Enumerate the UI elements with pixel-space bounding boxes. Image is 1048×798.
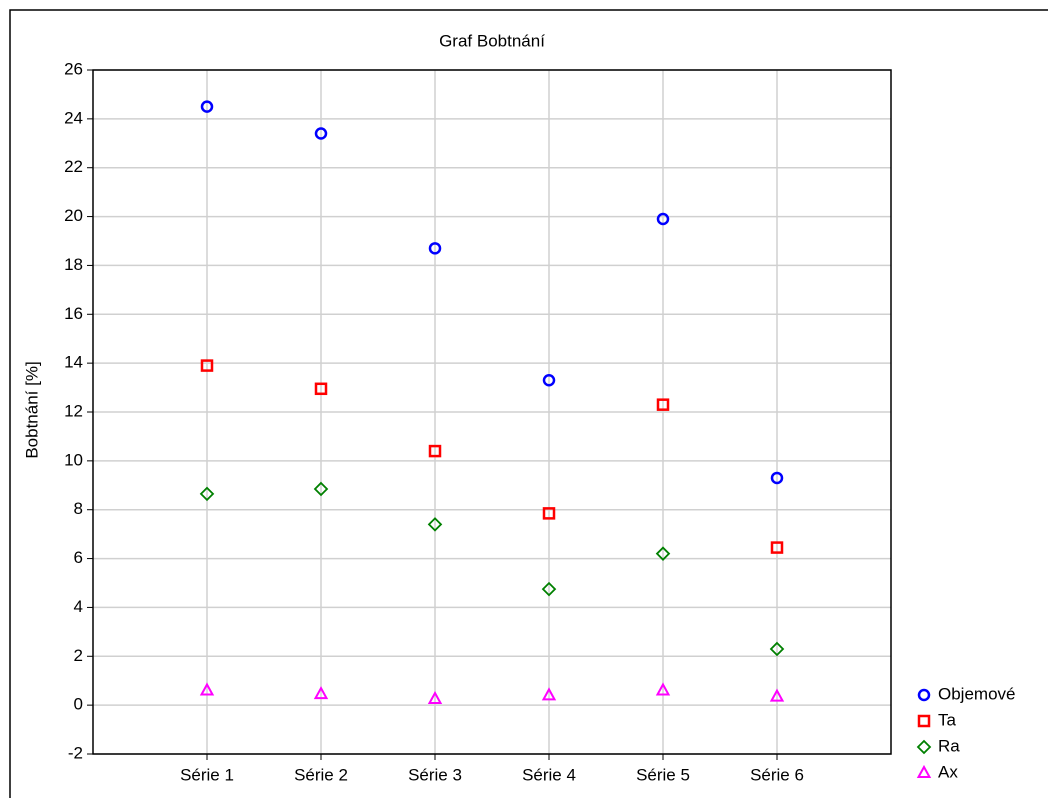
- y-tick-label: 18: [64, 255, 83, 274]
- frame: [9, 9, 1048, 798]
- x-tick-label: Série 2: [294, 765, 348, 784]
- y-tick-label: 20: [64, 206, 83, 225]
- point: [655, 546, 671, 561]
- y-tick-label: 16: [64, 304, 83, 323]
- point: [427, 690, 443, 705]
- y-tick-label: 4: [74, 597, 83, 616]
- y-tick-label: 26: [64, 59, 83, 78]
- x-tick-label: Série 4: [522, 765, 576, 784]
- point: [656, 212, 670, 226]
- y-axis-label: Bobtnání [%]: [22, 361, 41, 458]
- point: [313, 686, 329, 700]
- point: [541, 687, 557, 701]
- x-tick-label: Série 5: [636, 765, 690, 784]
- y-tick-label: 8: [74, 499, 83, 518]
- y-tick-label: 0: [74, 695, 83, 714]
- point: [313, 481, 329, 497]
- y-tick-label: 14: [64, 353, 83, 372]
- y-tick-label: 6: [74, 548, 83, 567]
- plot-area: [92, 69, 892, 755]
- legend-label: Ra: [938, 736, 960, 755]
- point: [770, 541, 784, 554]
- point: [542, 507, 556, 520]
- legend-marker: [916, 739, 932, 755]
- point: [314, 127, 328, 140]
- legend-label: Ta: [938, 710, 957, 729]
- legend-marker: [916, 764, 932, 778]
- x-tick-label: Série 1: [180, 765, 234, 784]
- y-tick-label: -2: [68, 743, 83, 762]
- point: [199, 682, 215, 696]
- point: [769, 688, 785, 702]
- point: [200, 100, 214, 113]
- x-tick-label: Série 6: [750, 765, 804, 784]
- point: [770, 471, 784, 485]
- y-tick-label: 2: [74, 646, 83, 665]
- x-tick-label: Série 3: [408, 765, 462, 784]
- point: [656, 398, 670, 411]
- y-tick-label: 24: [64, 108, 83, 127]
- y-tick-label: 10: [64, 450, 83, 469]
- point: [428, 444, 442, 458]
- point: [769, 641, 785, 657]
- point: [655, 682, 671, 696]
- legend-label: Objemové: [938, 684, 1015, 703]
- point: [314, 382, 328, 396]
- legend-marker: [917, 714, 931, 728]
- y-tick-label: 12: [64, 401, 83, 420]
- legend-label: Ax: [938, 762, 958, 781]
- point: [427, 517, 443, 532]
- point: [428, 242, 442, 255]
- legend-marker: [917, 688, 931, 702]
- point: [541, 581, 557, 597]
- y-tick-label: 22: [64, 157, 83, 176]
- chart-title: Graf Bobtnání: [439, 31, 545, 50]
- point: [542, 373, 556, 387]
- point: [199, 486, 215, 502]
- point: [200, 359, 214, 372]
